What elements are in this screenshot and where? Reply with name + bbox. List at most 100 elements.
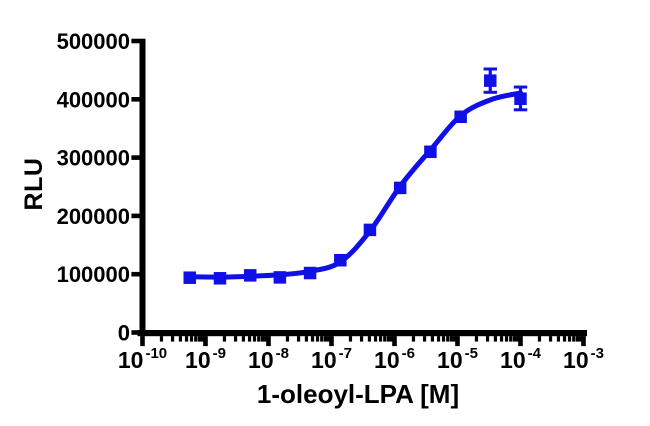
error-bar-cap-bottom — [513, 108, 528, 112]
x-minor-tick — [304, 336, 309, 342]
x-minor-tick — [320, 336, 324, 342]
x-major-tick — [455, 336, 460, 347]
error-bar-cap-top — [483, 67, 497, 71]
x-tick-label: 10 -5 — [437, 345, 478, 373]
x-minor-tick — [197, 336, 201, 342]
data-point — [514, 92, 527, 105]
data-point — [393, 181, 407, 195]
x-minor-tick — [548, 336, 553, 342]
x-minor-tick — [170, 336, 175, 342]
x-minor-tick — [201, 336, 205, 342]
x-minor-tick — [367, 336, 372, 342]
x-minor-tick — [449, 336, 453, 342]
x-minor-tick — [509, 336, 513, 342]
data-point — [303, 266, 317, 280]
x-minor-tick — [373, 336, 378, 342]
data-point — [243, 269, 257, 282]
x-minor-tick — [390, 336, 394, 342]
y-tick — [131, 213, 140, 219]
data-point — [363, 223, 377, 237]
x-minor-tick — [327, 336, 331, 342]
x-axis-title: 1-oleoyl-LPA [M] — [256, 379, 460, 409]
x-minor-tick — [436, 336, 441, 342]
x-minor-tick — [562, 336, 567, 342]
x-minor-tick — [567, 336, 572, 342]
x-minor-tick — [233, 336, 238, 342]
x-major-tick — [329, 336, 334, 347]
x-major-tick — [581, 336, 586, 347]
x-minor-tick — [575, 336, 579, 342]
x-minor-tick — [222, 336, 227, 342]
x-minor-tick — [453, 336, 457, 342]
x-tick-label: 10 -10 — [118, 345, 167, 373]
y-tick-label: 0 — [118, 321, 130, 346]
y-tick-label: 100000 — [57, 262, 130, 287]
x-minor-tick — [194, 336, 198, 342]
x-minor-tick — [257, 336, 261, 342]
x-minor-tick — [184, 336, 189, 342]
x-major-tick — [518, 336, 523, 347]
x-minor-tick — [285, 336, 290, 342]
x-major-tick — [203, 336, 208, 347]
x-minor-tick — [315, 336, 320, 342]
data-point — [484, 74, 497, 87]
x-minor-tick — [386, 336, 390, 342]
x-tick-label: 10 -8 — [248, 345, 289, 373]
x-minor-tick — [178, 336, 183, 342]
x-minor-tick — [504, 336, 509, 342]
x-minor-tick — [485, 336, 490, 342]
x-minor-tick — [252, 336, 257, 342]
x-minor-tick — [310, 336, 315, 342]
x-minor-tick — [493, 336, 498, 342]
data-point — [273, 271, 287, 284]
x-minor-tick — [411, 336, 416, 342]
x-tick-label: 10 -7 — [311, 345, 352, 373]
y-axis-line — [139, 38, 146, 337]
x-minor-tick — [323, 336, 327, 342]
error-bar-cap-bottom — [483, 90, 497, 94]
x-minor-tick — [516, 336, 520, 342]
x-tick-label: 10 -6 — [374, 345, 415, 373]
x-minor-tick — [378, 336, 383, 342]
x-minor-tick — [422, 336, 427, 342]
x-minor-tick — [572, 336, 576, 342]
y-tick-label: 500000 — [57, 29, 130, 54]
y-tick-label: 400000 — [57, 87, 130, 112]
data-point — [213, 272, 227, 285]
data-point — [334, 253, 347, 267]
x-tick-label: 10 -3 — [563, 345, 604, 373]
x-major-tick — [266, 336, 271, 347]
x-minor-tick — [512, 336, 516, 342]
x-minor-tick — [556, 336, 561, 342]
x-minor-tick — [446, 336, 450, 342]
x-minor-tick — [264, 336, 268, 342]
data-point — [454, 110, 467, 124]
x-minor-tick — [189, 336, 194, 342]
x-minor-tick — [296, 336, 301, 342]
x-major-tick — [140, 336, 145, 347]
x-minor-tick — [260, 336, 264, 342]
x-major-tick — [392, 336, 397, 347]
y-axis-title: RLU — [20, 157, 48, 211]
x-minor-tick — [241, 336, 246, 342]
y-tick — [131, 155, 140, 160]
y-tick-label: 300000 — [57, 146, 130, 171]
data-point — [183, 271, 196, 284]
x-minor-tick — [430, 336, 435, 342]
x-tick-label: 10 -9 — [185, 345, 226, 373]
x-minor-tick — [348, 336, 353, 342]
y-tick — [131, 38, 140, 44]
fit-curve — [187, 90, 523, 280]
x-minor-tick — [537, 336, 542, 342]
x-minor-tick — [383, 336, 387, 342]
y-tick — [131, 271, 140, 277]
x-minor-tick — [499, 336, 504, 342]
y-tick-label: 200000 — [57, 204, 130, 229]
x-minor-tick — [247, 336, 252, 342]
x-axis-line — [137, 330, 587, 337]
error-bar-cap-top — [513, 85, 528, 89]
data-point — [424, 145, 437, 159]
y-tick — [131, 97, 140, 102]
